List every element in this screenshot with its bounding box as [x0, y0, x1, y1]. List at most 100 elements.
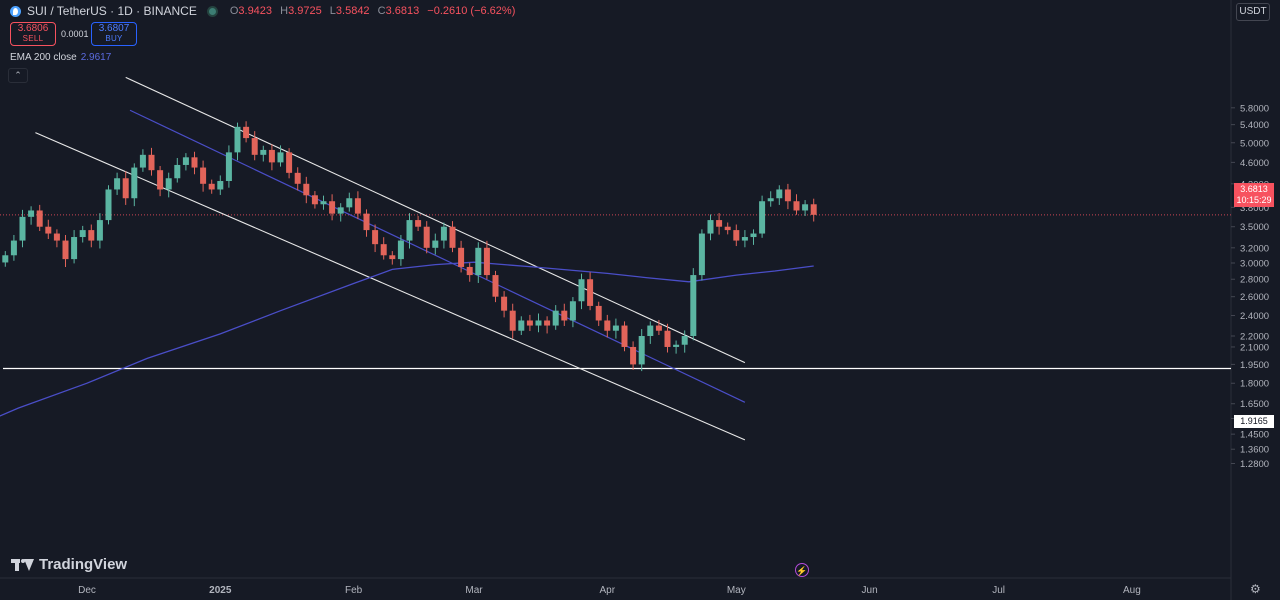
- candle-body: [28, 210, 35, 217]
- chart-header: SUI / TetherUS · 1D · BINANCE O3.9423 H3…: [10, 4, 520, 18]
- candle-body: [79, 230, 86, 238]
- time-tick-label: 2025: [209, 585, 232, 596]
- price-tick-label: 2.8000: [1240, 275, 1269, 286]
- buy-price: 3.6807: [98, 23, 130, 34]
- candle-body: [346, 198, 353, 208]
- tradingview-icon: [11, 558, 34, 571]
- candle-body: [363, 213, 370, 231]
- candle-body: [621, 325, 628, 347]
- candle-body: [389, 255, 396, 260]
- candle-body: [483, 247, 490, 276]
- time-tick-label: Jul: [992, 585, 1005, 596]
- candles-group: [2, 121, 817, 372]
- candle-body: [277, 152, 284, 163]
- candle-body: [88, 230, 95, 241]
- candle-body: [767, 198, 774, 202]
- candle-body: [320, 201, 327, 205]
- candle-body: [397, 240, 404, 260]
- candle-body: [690, 275, 697, 337]
- candle-body: [105, 189, 112, 221]
- candle-body: [784, 189, 791, 202]
- sell-price: 3.6806: [17, 23, 49, 34]
- buy-button[interactable]: 3.6807 BUY: [91, 22, 137, 46]
- price-tick-label: 3.2000: [1240, 243, 1269, 254]
- candle-body: [569, 301, 576, 321]
- ohlc-legend: O3.9423 H3.9725 L3.5842 C3.6813 −0.2610 …: [229, 5, 516, 17]
- candle-body: [664, 330, 671, 347]
- candle-body: [647, 325, 654, 337]
- candle-body: [518, 320, 525, 331]
- candle-body: [139, 154, 146, 168]
- price-tick-label: 1.8000: [1240, 379, 1269, 390]
- horizontal-line-label[interactable]: 1.9165: [1234, 415, 1274, 428]
- candle-body: [526, 320, 533, 326]
- tradingview-logo[interactable]: TradingView: [11, 556, 127, 573]
- candle-body: [724, 226, 731, 231]
- candle-body: [174, 164, 181, 179]
- candle-body: [423, 226, 430, 248]
- channel-line-lower: [35, 132, 746, 441]
- symbol-title[interactable]: SUI / TetherUS · 1D · BINANCE: [27, 4, 197, 18]
- price-tick-label: 5.4000: [1240, 120, 1269, 131]
- lightning-icon[interactable]: ⚡: [795, 563, 809, 577]
- price-tick-label: 2.2000: [1240, 332, 1269, 343]
- candle-body: [535, 320, 542, 326]
- price-tick-label: 3.0000: [1240, 259, 1269, 270]
- ema-indicator-legend[interactable]: EMA 200 close 2.9617: [10, 52, 111, 63]
- candle-body: [217, 181, 224, 190]
- price-tick-label: 2.4000: [1240, 311, 1269, 322]
- candle-body: [45, 226, 52, 234]
- candle-body: [802, 204, 809, 211]
- candle-body: [354, 198, 361, 214]
- price-tick-label: 1.6500: [1240, 399, 1269, 410]
- candle-body: [19, 216, 26, 241]
- candle-body: [208, 183, 215, 190]
- chevron-up-icon[interactable]: ⌃: [8, 68, 28, 83]
- candle-body: [372, 230, 379, 245]
- candle-body: [432, 240, 439, 248]
- candle-body: [122, 178, 129, 199]
- candle-body: [62, 240, 69, 260]
- candle-body: [466, 266, 473, 276]
- price-tick-label: 1.3600: [1240, 445, 1269, 456]
- candle-body: [458, 247, 465, 267]
- candle-body: [776, 189, 783, 199]
- candle-body: [698, 233, 705, 276]
- price-tick-label: 5.0000: [1240, 138, 1269, 149]
- price-tick-label: 5.8000: [1240, 103, 1269, 114]
- candle-body: [157, 170, 164, 190]
- price-tick-label: 2.1000: [1240, 342, 1269, 353]
- price-tick-label: 4.6000: [1240, 158, 1269, 169]
- candle-body: [131, 167, 138, 199]
- candle-body: [10, 240, 17, 256]
- time-tick-label: Feb: [345, 585, 363, 596]
- sell-button[interactable]: 3.6806 SELL: [10, 22, 56, 46]
- currency-button[interactable]: USDT: [1236, 3, 1270, 21]
- candle-body: [36, 210, 43, 227]
- gear-icon[interactable]: ⚙: [1250, 582, 1261, 596]
- time-tick-label: Apr: [600, 585, 616, 596]
- candle-body: [630, 346, 637, 365]
- candle-body: [268, 149, 275, 163]
- candle-body: [96, 220, 103, 241]
- candle-body: [440, 226, 447, 241]
- candle-body: [165, 178, 172, 190]
- time-tick-label: Jun: [862, 585, 878, 596]
- candle-body: [449, 226, 456, 248]
- candle-body: [406, 220, 413, 241]
- market-status-icon[interactable]: [208, 7, 216, 15]
- candle-body: [716, 220, 723, 227]
- candle-body: [303, 183, 310, 196]
- candle-body: [475, 247, 482, 276]
- buy-label: BUY: [105, 34, 123, 43]
- candle-body: [793, 201, 800, 211]
- candle-body: [2, 255, 9, 263]
- tradingview-wordmark: TradingView: [39, 556, 128, 573]
- candle-body: [380, 244, 387, 256]
- ema-value: 2.9617: [80, 52, 112, 63]
- sell-label: SELL: [22, 34, 44, 43]
- channel-line-upper: [125, 76, 746, 364]
- candle-body: [329, 201, 336, 214]
- price-tick-label: 1.9500: [1240, 360, 1269, 371]
